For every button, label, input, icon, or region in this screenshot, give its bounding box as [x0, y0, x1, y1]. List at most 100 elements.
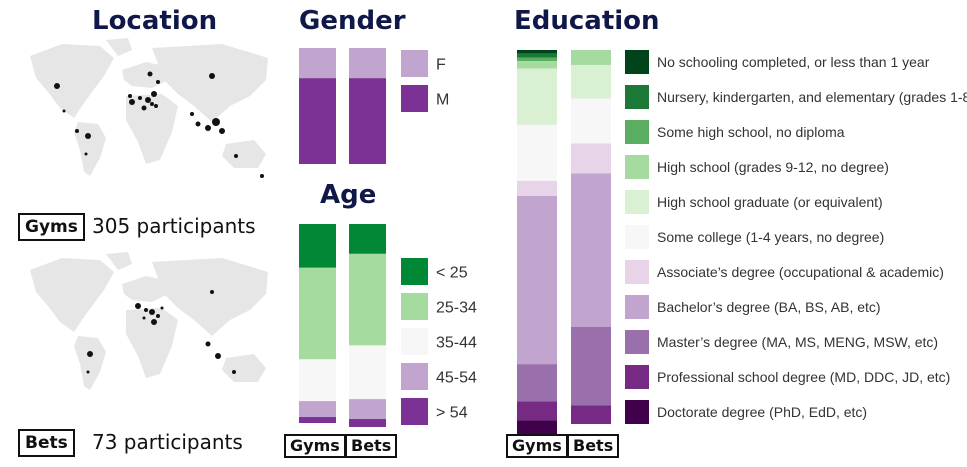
location-dot — [154, 104, 158, 108]
education-legend-swatch-8 — [625, 330, 649, 354]
education-legend-swatch-1 — [625, 85, 649, 109]
bar-education-gyms-seg-7 — [517, 195, 557, 365]
location-dot — [212, 118, 220, 126]
education-legend-label-6: Associate’s degree (occupational & acade… — [657, 264, 944, 280]
bar-age-bets-seg-0 — [349, 224, 386, 254]
gender-age-x-label-gyms: Gyms — [284, 434, 346, 458]
education-title: Education — [514, 6, 660, 36]
age-legend-label-2: 35-44 — [436, 334, 477, 351]
bar-age-bets-seg-2 — [349, 345, 386, 400]
education-legend-swatch-6 — [625, 260, 649, 284]
bets-map-label: Bets — [18, 429, 75, 457]
age-legend-label-1: 25-34 — [436, 299, 477, 316]
location-title: Location — [92, 6, 218, 36]
location-dot — [219, 128, 225, 134]
location-dot — [215, 353, 221, 359]
bar-education-gyms-seg-2 — [517, 57, 557, 62]
greenland-shape — [106, 38, 132, 56]
bar-education-gyms-seg-10 — [517, 420, 557, 436]
continent-shapes — [30, 38, 268, 176]
age-legend-swatch-2 — [401, 328, 428, 355]
education-legend-swatch-9 — [625, 365, 649, 389]
education-legend-label-3: High school (grades 9-12, no degree) — [657, 159, 889, 175]
bar-education-gyms-seg-0 — [517, 50, 557, 54]
age-legend-swatch-3 — [401, 363, 428, 390]
location-dot — [150, 102, 154, 106]
education-legend-swatch-4 — [625, 190, 649, 214]
age-legend-swatch-4 — [401, 398, 428, 425]
bar-age-gyms-seg-4 — [299, 417, 336, 423]
location-dot — [135, 303, 141, 309]
gyms-world-map — [30, 38, 268, 178]
africa-shape — [126, 308, 178, 378]
location-dot — [84, 152, 88, 156]
bar-education-gyms-seg-4 — [517, 68, 557, 125]
bar-education-bets-seg-9 — [571, 405, 611, 424]
bar-age-gyms-seg-3 — [299, 401, 336, 418]
education-legend-label-0: No schooling completed, or less than 1 y… — [657, 54, 930, 70]
gender-title: Gender — [299, 6, 406, 36]
age-legend-swatch-1 — [401, 293, 428, 320]
education-x-label-bets: Bets — [567, 434, 620, 458]
location-dot — [141, 105, 147, 111]
bar-education-gyms-seg-9 — [517, 401, 557, 421]
education-legend-swatch-7 — [625, 295, 649, 319]
participant-dots — [54, 71, 264, 178]
education-legend-label-1: Nursery, kindergarten, and elementary (g… — [657, 89, 967, 105]
south-america-shape — [74, 122, 106, 176]
asia-shape — [152, 44, 268, 122]
asia-shape — [152, 258, 268, 336]
bar-education-bets-seg-6 — [571, 143, 611, 174]
bar-gender-gyms-seg-0 — [299, 48, 336, 79]
location-dot — [210, 290, 214, 294]
education-legend-swatch-3 — [625, 155, 649, 179]
location-dot — [144, 308, 148, 312]
bar-education-bets-seg-7 — [571, 173, 611, 327]
bar-education-gyms-seg-5 — [517, 124, 557, 181]
bar-gender-bets-seg-0 — [349, 48, 386, 79]
greenland-shape — [106, 252, 132, 270]
africa-shape — [126, 94, 178, 164]
location-dot — [85, 133, 91, 139]
bar-education-gyms-seg-8 — [517, 364, 557, 402]
australia-shape — [222, 354, 266, 382]
location-dot — [232, 370, 236, 374]
location-dot — [62, 109, 66, 113]
gender-legend-swatch-0 — [401, 50, 428, 77]
bar-age-bets-seg-1 — [349, 253, 386, 346]
bar-age-bets-seg-3 — [349, 399, 386, 420]
bets-participant-count: 73 participants — [92, 430, 243, 454]
education-legend-swatch-0 — [625, 50, 649, 74]
bar-education-bets-seg-4 — [571, 64, 611, 99]
bar-gender-bets-seg-1 — [349, 78, 386, 164]
location-dot — [151, 319, 157, 325]
education-legend-swatch-5 — [625, 225, 649, 249]
north-america-shape — [30, 44, 114, 118]
bar-age-gyms-seg-1 — [299, 267, 336, 360]
location-dot — [205, 341, 211, 347]
age-title: Age — [320, 180, 377, 210]
south-america-shape — [74, 336, 106, 390]
bar-education-gyms-seg-1 — [517, 53, 557, 58]
location-dot — [128, 94, 132, 98]
education-legend-label-2: Some high school, no diploma — [657, 124, 845, 140]
bar-education-gyms-seg-6 — [517, 180, 557, 196]
age-legend-swatch-0 — [401, 258, 428, 285]
age-legend-label-0: < 25 — [436, 264, 468, 281]
location-dot — [156, 314, 160, 318]
gyms-map-label: Gyms — [18, 213, 85, 241]
age-legend-label-3: 45-54 — [436, 369, 477, 386]
europe-shape — [122, 276, 168, 302]
education-legend-swatch-2 — [625, 120, 649, 144]
bar-age-gyms-seg-0 — [299, 224, 336, 268]
location-dot — [138, 96, 142, 100]
location-dot — [151, 91, 157, 97]
location-dot — [234, 154, 238, 158]
location-dot — [156, 80, 160, 84]
participant-dots — [86, 290, 236, 374]
gyms-participant-count: 305 participants — [92, 214, 256, 238]
education-legend-label-10: Doctorate degree (PhD, EdD, etc) — [657, 404, 867, 420]
bar-education-bets-seg-3 — [571, 50, 611, 65]
location-dot — [205, 125, 211, 131]
gender-age-x-label-bets: Bets — [345, 434, 398, 458]
